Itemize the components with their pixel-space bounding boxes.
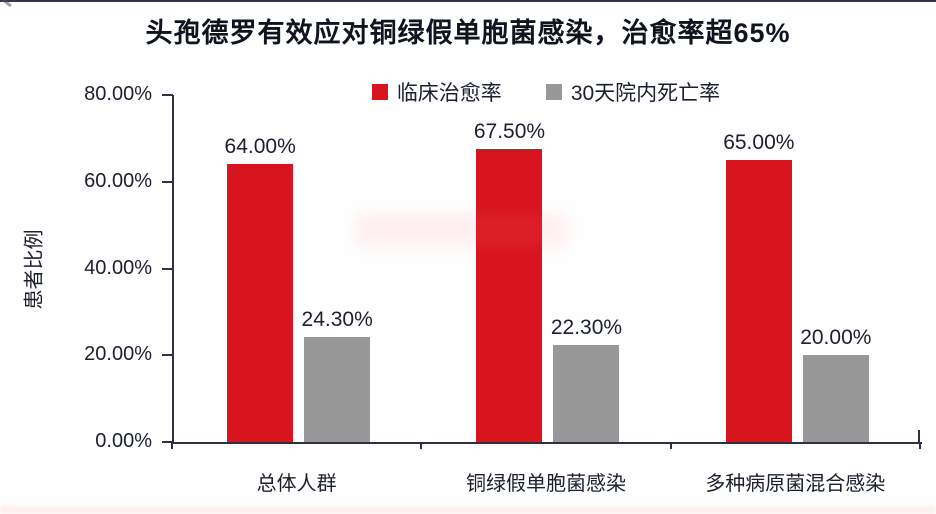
bar-value-label: 20.00% bbox=[800, 326, 872, 350]
legend-label-cure-rate: 临床治愈率 bbox=[396, 82, 502, 105]
bar-group-1: 64.00% 24.30% bbox=[174, 95, 423, 442]
x-tick-mark bbox=[171, 442, 173, 449]
bar-value-label: 22.30% bbox=[550, 316, 623, 340]
watermark bbox=[355, 213, 567, 247]
y-tick-mark bbox=[162, 441, 173, 443]
legend-item-cure-rate: 临床治愈率 bbox=[371, 77, 502, 107]
plot-area: 64.00% 24.30% 67.50% 22.30% 65.00% 20.00% bbox=[172, 95, 922, 444]
y-axis-title: 患者比例 bbox=[23, 229, 46, 310]
y-tick-label: 60.00% bbox=[84, 169, 152, 192]
y-tick-mark bbox=[162, 267, 173, 270]
bar-rect bbox=[553, 345, 620, 442]
cure-rate-bar: 64.00% bbox=[224, 95, 296, 442]
legend: 临床治愈率 30天院内死亡率 bbox=[172, 77, 920, 107]
legend-swatch-cure-rate bbox=[371, 84, 388, 100]
category-label: 铜绿假单胞菌感染 bbox=[465, 473, 626, 495]
category-label: 总体人群 bbox=[256, 473, 337, 495]
y-tick-mark bbox=[162, 94, 173, 96]
bar-group-3: 65.00% 20.00% bbox=[673, 95, 922, 442]
y-tick-label: 40.00% bbox=[84, 256, 152, 279]
x-tick-mark bbox=[669, 442, 672, 449]
top-border-line bbox=[0, 0, 936, 2]
cure-rate-bar: 65.00% bbox=[723, 95, 795, 442]
y-tick-label: 0.00% bbox=[95, 430, 152, 452]
y-tick-label: 20.00% bbox=[84, 343, 152, 366]
bottom-watermark-band bbox=[0, 506, 936, 514]
mortality-rate-bar: 20.00% bbox=[800, 95, 872, 442]
x-axis-end-tick bbox=[918, 430, 920, 442]
x-tick-mark bbox=[420, 442, 423, 449]
bar-rect bbox=[476, 149, 543, 442]
bar-rect bbox=[802, 355, 869, 442]
bar-rect bbox=[227, 164, 294, 442]
y-tick-mark bbox=[162, 180, 173, 183]
chart-title: 头孢德罗有效应对铜绿假单胞菌感染，治愈率超65% bbox=[145, 18, 791, 48]
bar-rect bbox=[725, 160, 792, 442]
bar-value-label: 64.00% bbox=[224, 135, 296, 159]
mortality-rate-bar: 22.30% bbox=[550, 95, 623, 442]
bar-value-label: 65.00% bbox=[723, 131, 795, 155]
category-label: 多种病原菌混合感染 bbox=[705, 473, 886, 495]
x-tick-mark bbox=[919, 442, 921, 449]
bar-value-label: 67.50% bbox=[473, 120, 546, 144]
mortality-rate-bar: 24.30% bbox=[301, 95, 373, 442]
legend-swatch-mortality-rate bbox=[545, 84, 562, 100]
x-axis-labels: 总体人群 铜绿假单胞菌感染 多种病原菌混合感染 bbox=[172, 467, 920, 496]
bar-rect bbox=[304, 336, 371, 442]
cure-rate-bar: 67.50% bbox=[473, 95, 546, 442]
y-tick-mark bbox=[162, 354, 173, 357]
legend-label-mortality-rate: 30天院内死亡率 bbox=[570, 82, 721, 105]
bar-group-2: 67.50% 22.30% bbox=[423, 95, 672, 442]
legend-item-mortality-rate: 30天院内死亡率 bbox=[545, 77, 721, 107]
bar-value-label: 24.30% bbox=[301, 307, 373, 331]
y-tick-label: 80.00% bbox=[84, 83, 152, 105]
